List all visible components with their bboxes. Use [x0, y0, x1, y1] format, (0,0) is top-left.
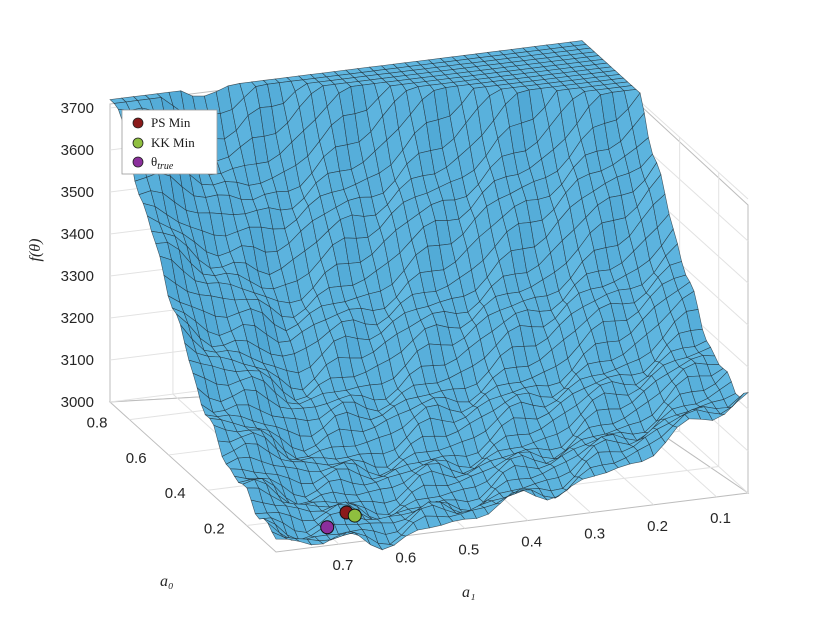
- legend-label-theta-true: θtrue: [151, 154, 174, 172]
- a1-tick-label-3: 0.4: [521, 534, 542, 551]
- a1-tick-label-5: 0.2: [647, 518, 668, 535]
- legend: PS Min KK Min θtrue: [121, 109, 218, 175]
- z-tick-label-6: 3600: [61, 142, 94, 159]
- a1-tick-label-2: 0.5: [458, 541, 479, 558]
- a0-tick-label-1: 0.6: [126, 450, 147, 467]
- legend-marker-kk-min: [132, 137, 144, 149]
- a1-tick-label-0: 0.7: [333, 557, 354, 574]
- marker-points: [320, 505, 362, 535]
- a1-axis-label: a₁: [462, 584, 476, 601]
- z-tick-label-4: 3400: [61, 226, 94, 243]
- legend-marker-theta-true: [132, 156, 144, 168]
- z-axis-label: f(θ): [27, 239, 44, 262]
- a0-tick-label-0: 0.8: [87, 415, 108, 432]
- legend-label-kk-min: KK Min: [151, 135, 195, 150]
- a0-axis-label: a₀: [160, 573, 174, 590]
- marker-point-2: [320, 520, 335, 535]
- marker-point-1: [347, 508, 362, 523]
- a0-tick-label-2: 0.4: [165, 485, 186, 502]
- z-tick-label-7: 3700: [61, 100, 94, 117]
- z-tick-label-0: 3000: [61, 394, 94, 411]
- legend-label-ps-min: PS Min: [151, 115, 191, 130]
- a1-tick-label-1: 0.6: [395, 549, 416, 566]
- legend-marker-ps-min: [132, 117, 144, 129]
- a1-tick-label-4: 0.3: [584, 526, 605, 543]
- z-tick-label-5: 3500: [61, 184, 94, 201]
- z-tick-label-1: 3100: [61, 352, 94, 369]
- a0-tick-label-3: 0.2: [204, 521, 225, 538]
- surface-cell: [731, 392, 749, 408]
- z-tick-label-3: 3300: [61, 268, 94, 285]
- svg-text:f(θ): f(θ): [27, 239, 44, 262]
- tick-labels: 3000 3100 3200 3300 3400 3500 3600 3700 0.7 0.6 0.…: [61, 100, 731, 574]
- z-tick-label-2: 3200: [61, 310, 94, 327]
- a1-tick-label-6: 0.1: [710, 510, 731, 527]
